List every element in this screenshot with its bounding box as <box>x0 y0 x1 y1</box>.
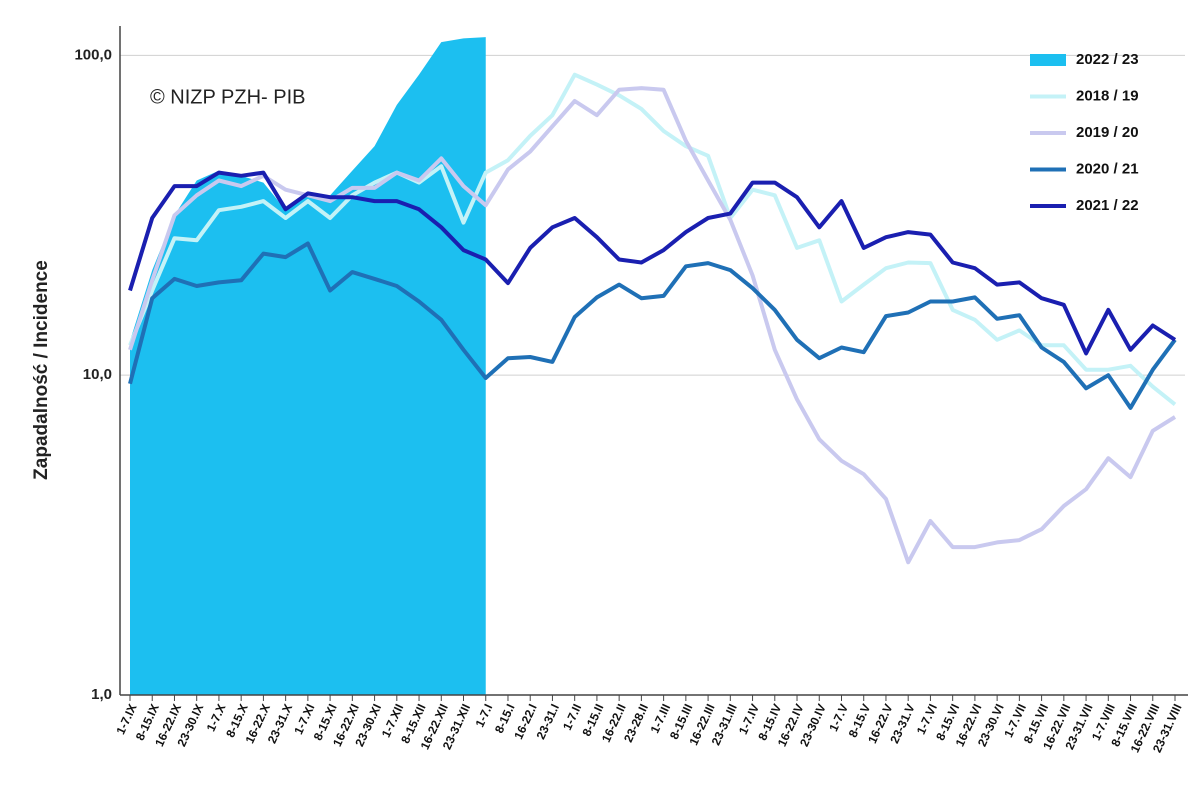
x-tick-label: 1-7.I <box>473 702 496 730</box>
y-axis-label: Zapadalność / Incidence <box>31 260 52 480</box>
line <box>128 241 1177 410</box>
annotation: © NIZP PZH- PIB <box>150 86 306 108</box>
area <box>130 37 486 696</box>
legend-label: 2018 / 19 <box>1076 87 1139 104</box>
y-tick-label: 10,0 <box>83 366 112 383</box>
legend-label: 2019 / 20 <box>1076 124 1139 141</box>
legend-label: 2022 / 23 <box>1076 51 1139 68</box>
legend-label: 2021 / 22 <box>1076 197 1139 214</box>
legend-label: 2020 / 21 <box>1076 160 1139 177</box>
y-tick-label: 100,0 <box>74 46 112 63</box>
line <box>128 72 1177 406</box>
legend-swatch <box>1030 54 1066 66</box>
y-tick-label: 1,0 <box>91 686 112 703</box>
line <box>128 170 1177 356</box>
